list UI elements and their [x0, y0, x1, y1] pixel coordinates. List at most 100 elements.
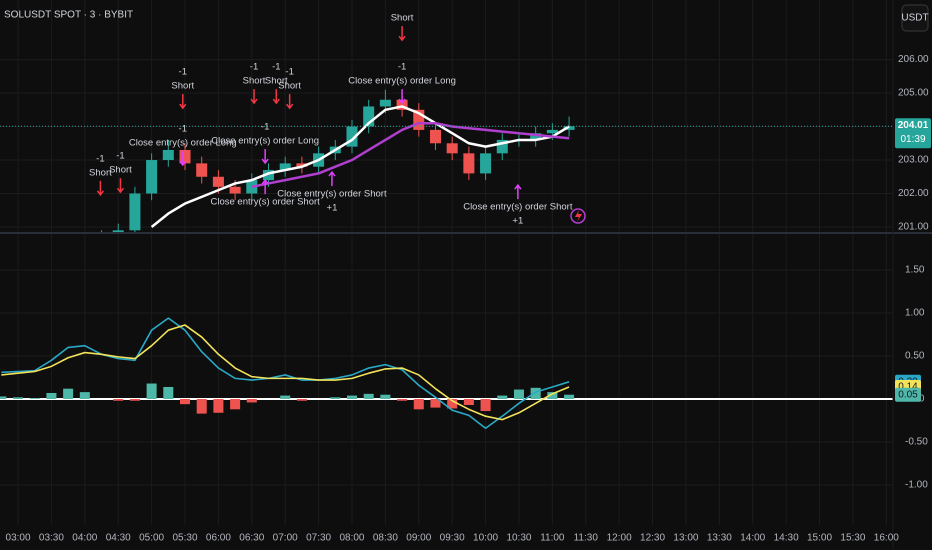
- x-tick-label: 04:30: [106, 533, 131, 544]
- candle-body: [212, 176, 224, 187]
- histogram-bar: [447, 399, 458, 409]
- histogram-bar: [530, 387, 541, 400]
- histogram-bar: [380, 394, 391, 400]
- histogram-bar: [413, 399, 424, 410]
- histogram-bar: [397, 399, 408, 401]
- signal-text: Close entry(s) order Short: [277, 189, 387, 200]
- y-tick-label: -0.50: [905, 437, 928, 448]
- x-tick-label: 07:30: [306, 533, 331, 544]
- histogram-bar: [180, 399, 191, 405]
- signal-text: Short: [265, 76, 288, 87]
- signal-arrow: [250, 89, 258, 105]
- signal-text: Short: [89, 167, 112, 178]
- histogram-bar: [129, 399, 140, 401]
- histogram-bar: [463, 399, 474, 406]
- x-tick-label: 14:00: [740, 533, 765, 544]
- candle-body: [429, 129, 441, 144]
- x-tick-label: 08:00: [339, 533, 364, 544]
- countdown-label: 01:39: [900, 134, 925, 145]
- histogram-bar: [46, 392, 57, 400]
- x-tick-label: 09:00: [406, 533, 431, 544]
- candle-body: [496, 139, 508, 154]
- x-tick-label: 10:00: [473, 533, 498, 544]
- x-tick-label: 03:30: [39, 533, 64, 544]
- x-tick-label: 07:00: [273, 533, 298, 544]
- signal-text: -1: [272, 62, 280, 73]
- x-tick-label: 13:00: [673, 533, 698, 544]
- candle-body: [229, 186, 241, 194]
- symbol-title: SOLUSDT SPOT · 3 · BYBIT: [4, 10, 133, 21]
- x-tick-label: 04:00: [72, 533, 97, 544]
- indicator-pane: [0, 317, 893, 430]
- axes: 201.00202.00203.00204.00205.00206.00204.…: [6, 54, 931, 544]
- histogram-bar: [480, 399, 491, 412]
- candle-body: [112, 230, 124, 232]
- signal-arrow: [398, 26, 406, 42]
- histogram-bar: [547, 392, 558, 400]
- histogram-bar: [230, 399, 241, 410]
- signal-text: Short: [171, 81, 194, 92]
- x-tick-label: 15:30: [840, 533, 865, 544]
- candle-body: [446, 143, 458, 154]
- x-tick-label: 06:30: [239, 533, 264, 544]
- x-tick-label: 05:30: [172, 533, 197, 544]
- candle-body: [379, 99, 391, 107]
- signal-text: -1: [179, 67, 187, 78]
- histogram-bar: [79, 392, 90, 400]
- histogram-bar: [296, 399, 307, 401]
- x-tick-label: 10:30: [506, 533, 531, 544]
- histogram-bar: [29, 398, 40, 400]
- signal-text: +1: [512, 216, 523, 227]
- signal-text: Close entry(s) order Long: [211, 136, 319, 147]
- signal-text: -1: [285, 67, 293, 78]
- signal-arrow: [96, 180, 105, 197]
- last-value-label: 0.05: [898, 389, 918, 400]
- histogram-bar: [213, 399, 224, 413]
- signal-arrow: [272, 89, 280, 105]
- candle-body: [413, 109, 425, 130]
- signal-arrow: [261, 149, 269, 165]
- signal-text: Short: [278, 81, 301, 92]
- candle-body: [179, 149, 191, 164]
- x-tick-label: 03:00: [6, 533, 31, 544]
- candle-body: [463, 153, 475, 174]
- y-tick-label: 202.00: [898, 188, 929, 199]
- signal-text: -1: [116, 151, 124, 162]
- candle-body: [396, 99, 408, 110]
- signal-text: Short: [391, 13, 414, 24]
- histogram-bar: [246, 399, 257, 403]
- alert-icon[interactable]: [570, 208, 586, 224]
- alert-bolt: [575, 210, 582, 222]
- histogram-bar: [0, 396, 7, 400]
- signal-text: Close entry(s) order Short: [463, 202, 573, 213]
- histogram-bar: [63, 388, 74, 400]
- signal-arrow: [514, 183, 522, 200]
- candle-body: [546, 129, 558, 134]
- y-tick-label: 1.00: [905, 308, 925, 319]
- last-price-label: 204.01: [898, 120, 929, 131]
- y-tick-label: 203.00: [898, 155, 929, 166]
- signal-text: -1: [179, 124, 187, 135]
- x-tick-label: 06:00: [206, 533, 231, 544]
- y-tick-label: 201.00: [898, 222, 929, 233]
- histogram-bar: [430, 399, 441, 408]
- signal-arrow: [179, 151, 187, 167]
- candle-body: [296, 163, 308, 167]
- currency-button[interactable]: [901, 4, 929, 32]
- signal-text: +1: [327, 203, 338, 214]
- moving-average: [251, 121, 570, 189]
- last-value-label: 0.14: [898, 382, 918, 393]
- moving-average: [150, 105, 570, 228]
- currency-label[interactable]: USDT: [901, 13, 928, 24]
- x-tick-label: 16:00: [874, 533, 899, 544]
- histogram-bar: [163, 386, 174, 400]
- x-tick-label: 12:00: [607, 533, 632, 544]
- grid: [0, 0, 893, 525]
- x-tick-label: 14:30: [774, 533, 799, 544]
- histogram-bar: [497, 395, 508, 400]
- signal-arrow: [179, 94, 187, 110]
- histogram-bar: [146, 383, 157, 400]
- last-price-box: [895, 118, 931, 149]
- candle-body: [480, 153, 492, 174]
